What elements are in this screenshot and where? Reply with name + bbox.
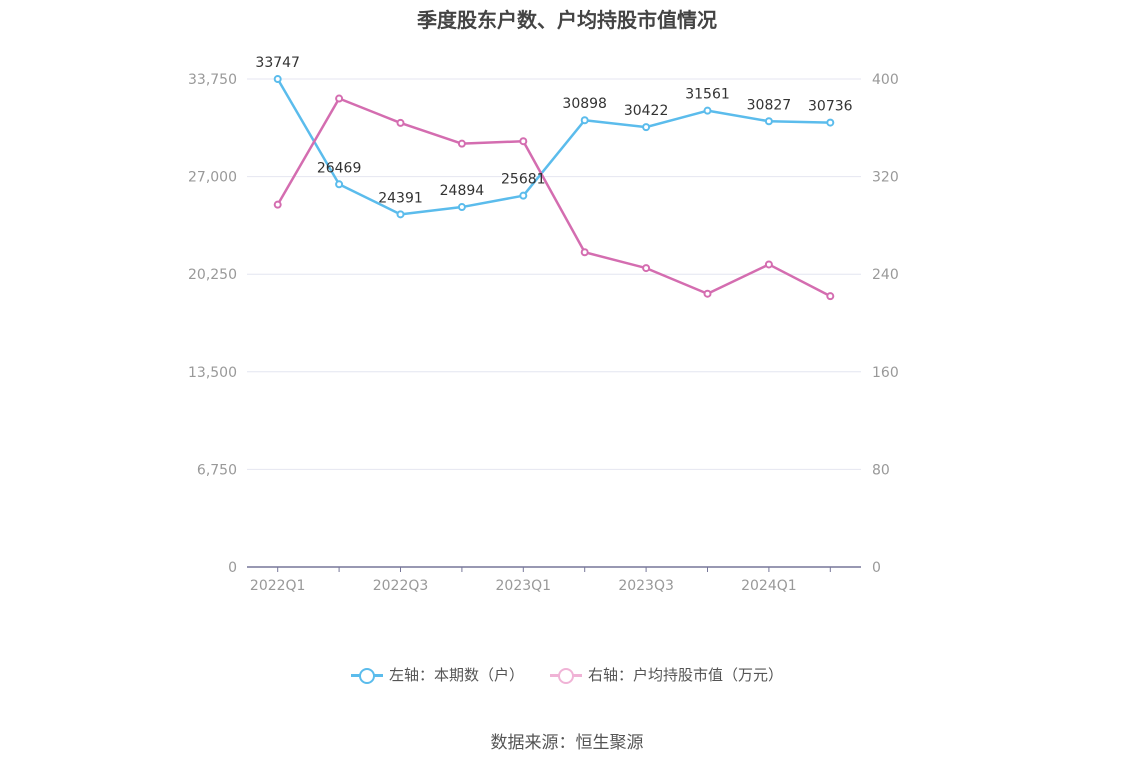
data-label: 25681 xyxy=(501,172,546,188)
grid-lines xyxy=(247,78,861,470)
data-label: 30827 xyxy=(747,97,792,113)
market-value-point xyxy=(826,292,835,301)
x-tick-label: 2023Q3 xyxy=(618,578,674,594)
legend-marker-market-value-icon xyxy=(550,667,582,684)
y-right-tick-label: 80 xyxy=(872,462,890,478)
y-right-tick-label: 160 xyxy=(872,365,899,381)
households-point xyxy=(396,210,405,219)
legend-label-households: 左轴：本期数（户） xyxy=(388,666,524,684)
y-left-tick-label: 6,750 xyxy=(197,462,237,478)
data-labels: 33747 26469 24391 24894 25681 30898 30422 31561… xyxy=(255,55,852,206)
market-value-point xyxy=(703,289,712,298)
market-value-point xyxy=(642,264,651,273)
y-right-tick-label: 0 xyxy=(872,560,881,576)
x-tick-label: 2022Q1 xyxy=(250,578,306,594)
households-point xyxy=(273,75,282,84)
data-label: 30422 xyxy=(624,103,669,119)
data-label: 24391 xyxy=(378,190,423,206)
households-point xyxy=(642,123,651,132)
legend-dot xyxy=(558,667,574,684)
legend-item-households[interactable]: 左轴：本期数（户） xyxy=(350,664,524,685)
market-value-line xyxy=(276,97,831,298)
households-point xyxy=(580,116,589,125)
y-left-tick-label: 27,000 xyxy=(188,170,237,186)
y-right-tick-label: 320 xyxy=(872,170,899,186)
market-value-point xyxy=(764,260,773,269)
y-left-tick-label: 20,250 xyxy=(188,267,237,283)
market-value-point xyxy=(273,200,282,209)
y-right-tick-label: 240 xyxy=(872,267,899,283)
data-label: 26469 xyxy=(317,160,362,176)
y-left-tick-label: 13,500 xyxy=(188,365,237,381)
series-lines xyxy=(273,75,835,301)
axes: 0 0 6,750 80 13,500 160 20,250 240 27,000 320 33,7… xyxy=(188,72,899,594)
data-label: 30898 xyxy=(562,96,607,112)
legend-label-market-value: 右轴：户均持股市值（万元） xyxy=(588,666,784,684)
x-tick-label: 2022Q3 xyxy=(373,578,429,594)
market-value-point xyxy=(457,139,466,148)
market-value-point xyxy=(396,118,405,127)
y-left-tick-label: 0 xyxy=(228,560,237,576)
households-point xyxy=(826,118,835,127)
households-line xyxy=(276,78,831,216)
households-point xyxy=(764,117,773,126)
data-label: 24894 xyxy=(440,183,485,199)
households-point xyxy=(457,203,466,212)
y-right-tick-label: 400 xyxy=(872,72,899,88)
x-tick-label: 2024Q1 xyxy=(741,578,797,594)
data-label: 30736 xyxy=(808,99,853,115)
households-point xyxy=(335,180,344,189)
data-label: 31561 xyxy=(685,87,730,103)
y-left-tick-label: 33,750 xyxy=(188,72,237,88)
legend: 左轴：本期数（户） 右轴：户均持股市值（万元） xyxy=(0,664,1134,685)
households-point xyxy=(519,191,528,200)
legend-marker-households-icon xyxy=(350,667,383,684)
market-value-point xyxy=(335,94,344,103)
market-value-point xyxy=(580,248,589,257)
market-value-point xyxy=(519,137,528,146)
legend-item-market-value[interactable]: 右轴：户均持股市值（万元） xyxy=(550,664,783,685)
chart-title: 季度股东户数、户均持股市值情况 xyxy=(417,8,717,32)
source-note: 数据来源：恒生聚源 xyxy=(490,733,644,753)
x-tick-label: 2023Q1 xyxy=(496,578,552,594)
households-point xyxy=(703,106,712,115)
legend-dot xyxy=(358,667,375,684)
data-label: 33747 xyxy=(255,55,300,71)
